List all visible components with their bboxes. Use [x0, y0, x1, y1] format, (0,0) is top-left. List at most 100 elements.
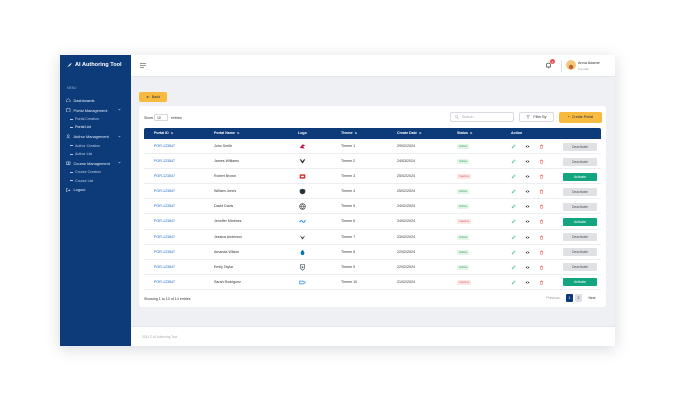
column-header-portal-name[interactable]: Portal Name ⇅ — [214, 131, 240, 135]
view-icon[interactable] — [525, 189, 530, 194]
status-badge: Active — [457, 144, 470, 149]
plus-icon: + — [567, 115, 570, 119]
status-badge: Active — [457, 159, 470, 165]
back-button[interactable]: Back — [139, 92, 167, 102]
view-icon[interactable] — [525, 250, 530, 255]
activate-button[interactable]: Activate — [563, 217, 597, 226]
status-badge: Inactive — [457, 219, 472, 225]
deactivate-button[interactable]: Deactivate — [563, 202, 597, 211]
portal-id-link[interactable]: POR-123547 — [154, 159, 175, 164]
sidebar-nav: Dashboards Portal Management Portal Crea… — [60, 95, 131, 195]
deactivate-button[interactable]: Deactivate — [563, 187, 597, 196]
edit-icon[interactable] — [511, 280, 516, 285]
portal-id-link[interactable]: POR-123547 — [154, 189, 175, 194]
pagination-page-1[interactable]: 1 — [566, 294, 573, 302]
topbar-divider — [561, 60, 562, 72]
sidebar-item-portal-management[interactable]: Portal Management — [60, 105, 131, 115]
activate-button[interactable]: Activate — [563, 278, 597, 287]
view-icon[interactable] — [525, 280, 530, 285]
trash-icon[interactable] — [539, 189, 544, 195]
avatar[interactable] — [566, 60, 576, 70]
trash-icon[interactable] — [539, 280, 544, 285]
sidebar-sub-author-list[interactable]: Author List — [60, 150, 131, 158]
portal-theme: Theme 5 — [341, 204, 356, 209]
portal-id-link[interactable]: POR-123547 — [154, 249, 175, 254]
portal-id-link[interactable]: POR-123547 — [154, 264, 175, 269]
pagination-next[interactable]: Next — [588, 296, 596, 300]
portal-id-link[interactable]: POR-123547 — [154, 234, 175, 239]
sidebar-sub-course-list[interactable]: Course List — [60, 176, 131, 184]
column-header-theme[interactable]: Theme ⇅ — [341, 131, 358, 135]
view-icon[interactable] — [525, 144, 530, 149]
column-header-action: Action — [511, 131, 523, 135]
chevron-logo-icon — [299, 159, 306, 164]
deactivate-button[interactable]: Deactivate — [563, 157, 597, 166]
portal-create-date: 23/02/2024 — [397, 234, 415, 239]
column-header-status[interactable]: Status ⇅ — [457, 131, 473, 135]
view-icon[interactable] — [525, 204, 530, 209]
deactivate-button[interactable]: Deactivate — [563, 142, 597, 151]
sidebar-item-logout[interactable]: Logout — [60, 185, 131, 195]
deactivate-button[interactable]: Deactivate — [563, 248, 597, 257]
portal-id-link[interactable]: POR-123547 — [154, 219, 175, 224]
portal-id-link[interactable]: POR-123547 — [154, 144, 175, 148]
column-header-portal-id[interactable]: Portal ID ⇅ — [154, 131, 174, 135]
edit-icon[interactable] — [511, 204, 516, 209]
create-portal-button[interactable]: + Create Portal — [559, 111, 602, 123]
view-icon[interactable] — [525, 265, 530, 270]
view-icon[interactable] — [525, 174, 530, 179]
portal-id-link[interactable]: POR-123547 — [154, 174, 175, 179]
show-label: Show — [144, 116, 153, 120]
view-icon[interactable] — [525, 159, 530, 164]
sidebar-sub-portal-list[interactable]: Portal List — [60, 123, 131, 131]
search-input[interactable]: Search... — [450, 112, 514, 122]
trash-icon[interactable] — [539, 219, 544, 225]
status-badge: Inactive — [457, 174, 472, 180]
deactivate-button[interactable]: Deactivate — [563, 233, 597, 242]
brand[interactable]: AI Authoring Tool — [66, 62, 122, 68]
portal-id-link[interactable]: POR-123547 — [154, 204, 175, 209]
sidebar-item-course-management[interactable]: Course Management — [60, 158, 131, 168]
sidebar-sub-portal-creation[interactable]: Portal Creation — [60, 115, 131, 123]
portal-name: John Smith — [214, 144, 232, 148]
edit-icon[interactable] — [511, 234, 516, 240]
edit-icon[interactable] — [511, 265, 516, 270]
trash-icon[interactable] — [539, 265, 544, 270]
portal-id-link[interactable]: POR-123547 — [154, 279, 175, 284]
menu-icon[interactable] — [140, 63, 146, 68]
sidebar: AI Authoring Tool MENU Dashboards Portal… — [60, 55, 131, 346]
edit-icon[interactable] — [511, 219, 516, 224]
edit-icon[interactable] — [511, 250, 516, 255]
pagination-previous[interactable]: Previous — [546, 296, 560, 300]
sidebar-sub-course-creation[interactable]: Course Creation — [60, 168, 131, 176]
view-icon[interactable] — [525, 235, 530, 240]
edit-icon[interactable] — [511, 144, 516, 149]
trash-icon[interactable] — [539, 235, 544, 240]
sort-icon: ⇅ — [469, 131, 473, 135]
shield-logo-icon — [299, 188, 306, 195]
filter-button[interactable]: Filter By — [519, 112, 554, 122]
deactivate-button[interactable]: Deactivate — [563, 263, 597, 272]
table-row: POR-123547 Jennifer Martinez Theme 6 24/02/… — [144, 214, 601, 230]
trash-icon[interactable] — [539, 250, 544, 255]
view-icon[interactable] — [525, 219, 530, 224]
user-icon — [66, 134, 70, 139]
portal-name: Emily Taylor — [214, 264, 234, 269]
edit-icon[interactable] — [511, 189, 516, 194]
page-size-select[interactable]: 10 — [154, 114, 168, 121]
bell-icon[interactable] — [545, 62, 552, 69]
portal-create-date: 22/02/2024 — [397, 264, 415, 269]
sidebar-sub-author-creation[interactable]: Author Creation — [60, 142, 131, 150]
edit-icon[interactable] — [511, 159, 516, 164]
trash-icon[interactable] — [539, 144, 544, 149]
sidebar-item-dashboards[interactable]: Dashboards — [60, 95, 131, 105]
chevron-down-icon — [118, 108, 121, 111]
sidebar-item-author-management[interactable]: Author Management — [60, 132, 131, 142]
edit-icon[interactable] — [511, 174, 516, 179]
trash-icon[interactable] — [539, 159, 544, 164]
trash-icon[interactable] — [539, 174, 544, 179]
column-header-create-date[interactable]: Create Date ⇅ — [397, 131, 422, 135]
pagination-page-2[interactable]: 2 — [575, 294, 582, 302]
activate-button[interactable]: Activate — [563, 172, 597, 181]
trash-icon[interactable] — [539, 204, 544, 210]
